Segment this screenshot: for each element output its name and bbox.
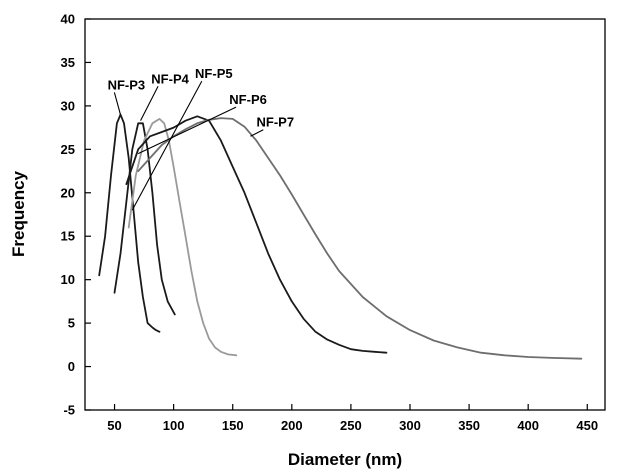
y-tick-label: 25 xyxy=(61,142,75,157)
y-tick-label: 30 xyxy=(61,98,75,113)
x-tick-label: 400 xyxy=(517,418,539,433)
series-annotations: NF-P3 NF-P4 NF-P5 NF-P6 NF-P7 xyxy=(108,66,294,211)
y-tick-label: 5 xyxy=(68,316,75,331)
x-tick-label: 200 xyxy=(281,418,303,433)
series-label-nf-p5: NF-P5 xyxy=(195,66,233,81)
y-axis-ticks: -5 0 5 10 15 20 25 30 35 40 xyxy=(61,12,91,418)
annotation-leader-line xyxy=(140,86,159,121)
series-label-nf-p3: NF-P3 xyxy=(108,77,146,92)
y-tick-label: -5 xyxy=(63,403,75,418)
y-tick-label: 15 xyxy=(61,229,75,244)
x-axis-title: Diameter (nm) xyxy=(288,450,402,469)
annotation-leader-line xyxy=(113,92,121,115)
series-layer xyxy=(98,113,583,360)
plot-area-border xyxy=(84,18,606,411)
series-line-nf-p3 xyxy=(98,113,161,333)
series-label-nf-p7: NF-P7 xyxy=(256,115,294,130)
y-tick-label: 0 xyxy=(68,359,75,374)
series-line-nf-p7 xyxy=(137,117,583,360)
series-label-nf-p6: NF-P6 xyxy=(229,92,267,107)
y-tick-label: 40 xyxy=(61,12,75,27)
y-tick-label: 20 xyxy=(61,185,75,200)
y-tick-label: 35 xyxy=(61,55,75,70)
y-axis-title: Frequency xyxy=(9,170,28,257)
annotation-leader-line xyxy=(131,80,203,211)
series-line-nf-p4 xyxy=(113,122,176,316)
annotation-leader-line xyxy=(250,129,264,137)
x-axis-ticks: 50 100 150 200 250 300 350 400 450 xyxy=(107,404,598,433)
series-line-nf-p6 xyxy=(125,115,388,354)
y-tick-label: 10 xyxy=(61,272,75,287)
x-tick-label: 300 xyxy=(399,418,421,433)
x-tick-label: 100 xyxy=(163,418,185,433)
x-tick-label: 350 xyxy=(458,418,480,433)
series-label-nf-p4: NF-P4 xyxy=(151,71,189,86)
x-tick-label: 250 xyxy=(340,418,362,433)
annotation-leader-line xyxy=(137,106,237,155)
x-tick-label: 150 xyxy=(222,418,244,433)
x-tick-label: 50 xyxy=(107,418,121,433)
x-tick-label: 450 xyxy=(576,418,598,433)
series-line-nf-p5 xyxy=(127,118,238,357)
plot-frame xyxy=(84,18,606,411)
